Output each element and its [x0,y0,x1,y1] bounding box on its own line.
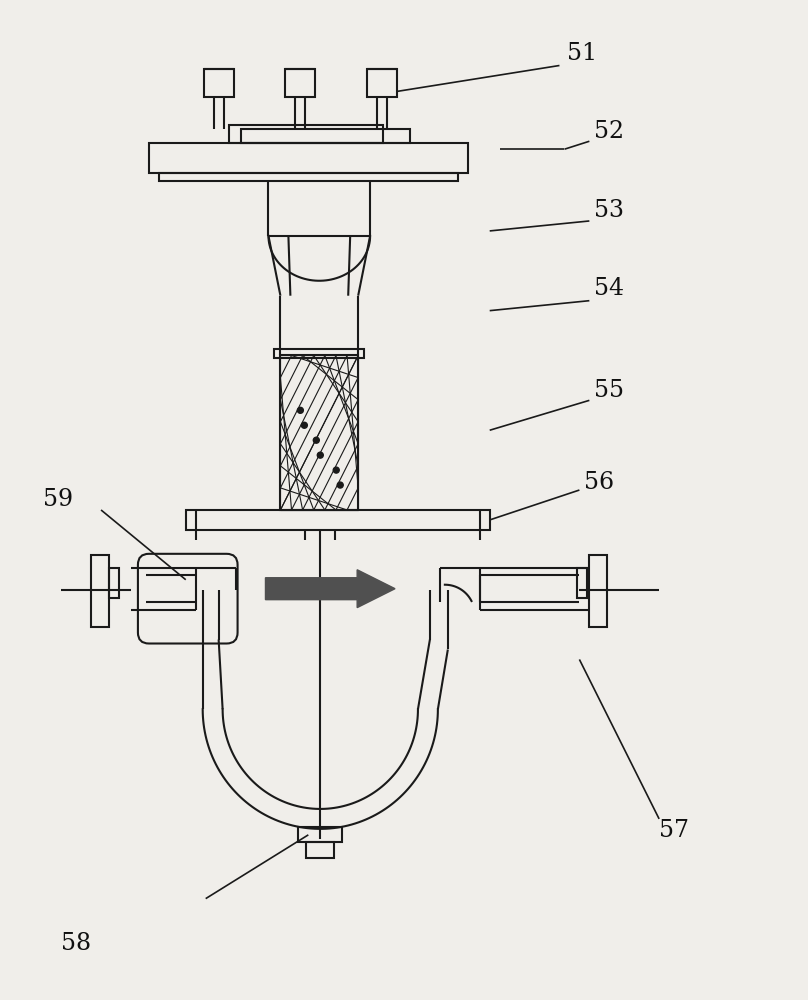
Bar [367,69,397,97]
Bar [285,69,315,97]
Circle shape [301,422,307,428]
Text: 58: 58 [61,932,91,955]
Bar [241,129,410,143]
Bar [298,827,343,842]
Circle shape [337,482,343,488]
FancyArrow shape [266,570,395,608]
Bar [275,349,364,358]
Bar [229,125,383,143]
Text: 53: 53 [595,199,625,222]
Bar [149,143,468,173]
Circle shape [314,437,319,443]
Text: 51: 51 [567,42,598,65]
Text: 57: 57 [659,819,689,842]
Bar [306,842,335,858]
Bar [204,69,234,97]
Text: 52: 52 [595,120,625,143]
Circle shape [318,452,323,458]
Text: 54: 54 [595,277,625,300]
Circle shape [297,407,303,413]
Bar [280,355,358,510]
Bar [109,568,119,598]
Circle shape [333,467,339,473]
Bar [589,555,608,627]
Text: 56: 56 [584,471,615,494]
Bar [91,555,109,627]
Text: 55: 55 [595,379,625,402]
Bar [186,510,490,530]
Text: 59: 59 [44,488,74,512]
Bar [159,173,458,181]
Bar [578,568,587,598]
